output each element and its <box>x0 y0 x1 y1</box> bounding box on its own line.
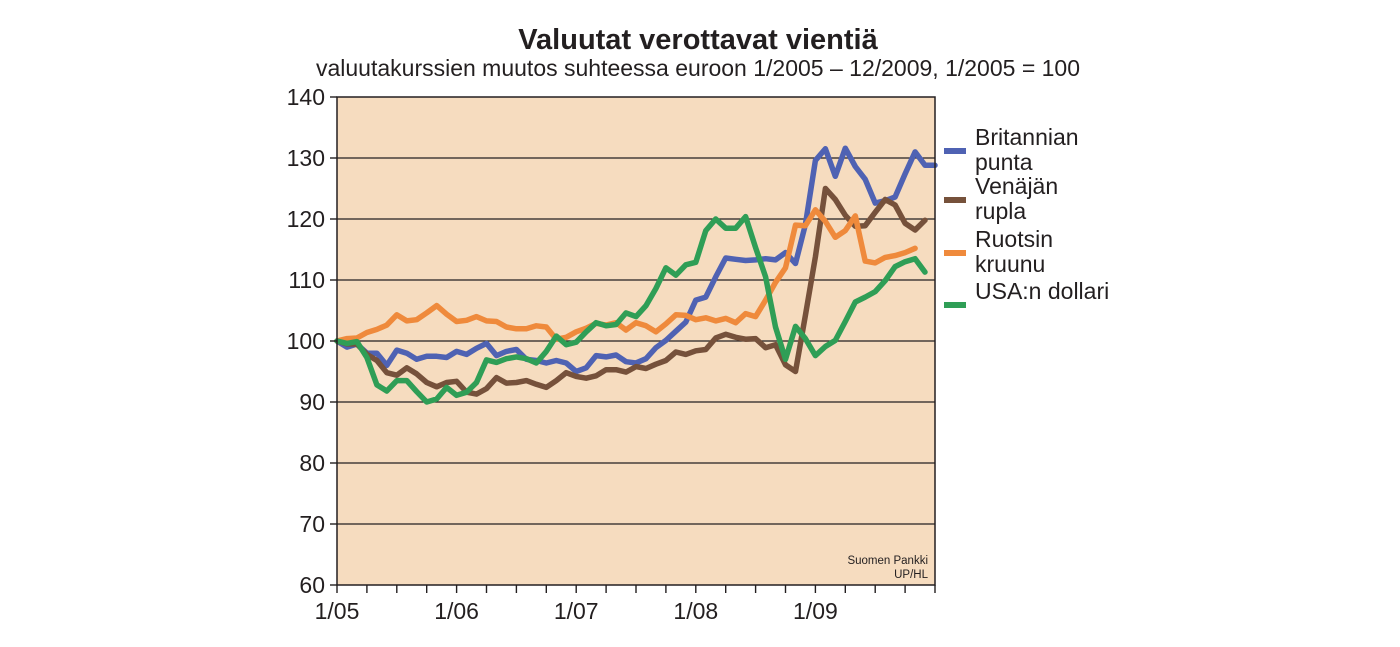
series-lines <box>334 145 938 405</box>
x-axis: 1/05 1/06 1/07 1/08 1/09 <box>315 585 936 624</box>
legend-label: kruunu <box>975 251 1045 277</box>
y-tick-label: 120 <box>287 206 325 232</box>
series-line-1 <box>334 185 928 397</box>
series-line-3 <box>334 213 928 405</box>
legend-label: punta <box>975 149 1033 175</box>
source-credit-2: UP/HL <box>894 569 928 581</box>
legend-label: rupla <box>975 198 1026 224</box>
x-tick-label: 1/07 <box>554 598 599 624</box>
legend-label: Venäjän <box>975 173 1058 199</box>
series-line-2 <box>334 207 918 344</box>
series-line-0 <box>334 145 938 375</box>
legend-label: Ruotsin <box>975 226 1053 252</box>
legend-label: USA:n dollari <box>975 278 1109 304</box>
y-tick-label: 90 <box>299 389 325 415</box>
y-tick-label: 110 <box>288 267 325 293</box>
legend: BritannianpuntaVenäjänruplaRuotsinkruunu… <box>944 124 1109 308</box>
chart-title: Valuutat verottavat vientiä <box>518 24 878 56</box>
x-tick-label: 1/08 <box>673 598 718 624</box>
legend-label: Britannian <box>975 124 1079 150</box>
y-tick-label: 130 <box>287 145 325 171</box>
y-tick-label: 70 <box>299 511 325 537</box>
x-tick-label: 1/05 <box>315 598 360 624</box>
x-tick-label: 1/06 <box>434 598 479 624</box>
y-tick-label: 80 <box>299 450 325 476</box>
y-tick-label: 140 <box>287 84 325 110</box>
y-axis: 140 130 120 110 100 90 80 70 60 <box>287 84 337 598</box>
y-tick-label: 60 <box>299 572 325 598</box>
y-tick-label: 100 <box>287 328 325 354</box>
source-credit: Suomen Pankki <box>847 555 928 567</box>
chart-subtitle: valuutakurssien muutos suhteessa euroon … <box>316 55 1080 81</box>
x-tick-label: 1/09 <box>793 598 838 624</box>
gridlines <box>337 157 935 525</box>
